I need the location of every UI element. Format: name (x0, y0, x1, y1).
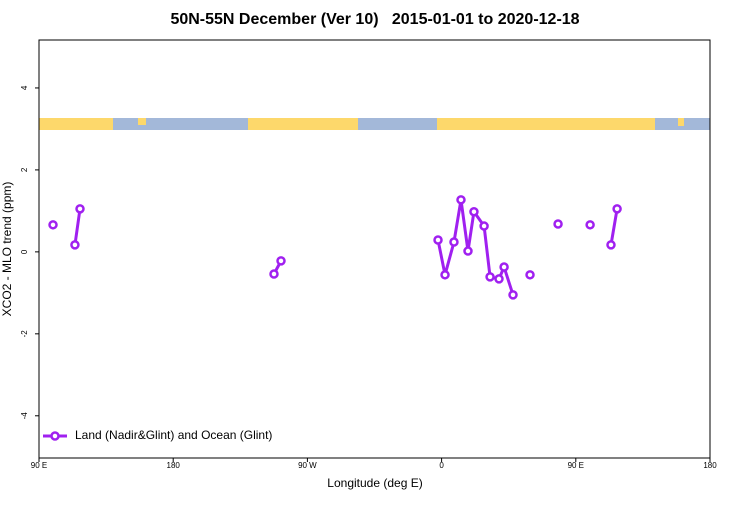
x-tick-label: 90 E (568, 461, 584, 470)
y-tick-label: -2 (20, 330, 29, 338)
x-tick-label: 90 E (31, 461, 47, 470)
x-axis-label: Longitude (deg E) (327, 476, 422, 490)
y-axis-label: XCO2 - MLO trend (ppm) (0, 182, 14, 317)
y-tick-label: -4 (20, 412, 29, 420)
chart-title: 50N-55N December (Ver 10) 2015-01-01 to … (170, 11, 579, 28)
data-point (553, 219, 563, 229)
data-point (494, 274, 504, 284)
y-tick-label: 0 (20, 249, 29, 254)
data-point (463, 246, 473, 256)
data-point (48, 220, 58, 230)
data-point (276, 256, 286, 266)
data-point (433, 235, 443, 245)
series-line (73, 199, 619, 296)
data-point (606, 240, 616, 250)
x-tick-label: 180 (167, 461, 181, 470)
data-point (440, 270, 450, 280)
data-point (612, 204, 622, 214)
data-point (508, 290, 518, 300)
x-tick-label: 90 W (298, 461, 317, 470)
y-tick-label: 4 (20, 85, 29, 90)
data-point (525, 270, 535, 280)
data-point (456, 195, 466, 205)
data-point (449, 237, 459, 247)
data-point (499, 262, 509, 272)
data-point (75, 204, 85, 214)
data-point (585, 220, 595, 230)
y-tick-label: 2 (20, 167, 29, 172)
data-point (479, 221, 489, 231)
legend-label: Land (Nadir&Glint) and Ocean (Glint) (75, 428, 272, 442)
x-tick-label: 180 (703, 461, 717, 470)
data-point (469, 206, 479, 217)
data-point (70, 240, 80, 250)
x-tick-label: 0 (439, 461, 444, 470)
legend-marker (50, 431, 60, 441)
plot-frame (38, 39, 711, 459)
data-point (269, 269, 279, 279)
land-ocean-band (39, 118, 710, 130)
data-point (485, 272, 495, 282)
